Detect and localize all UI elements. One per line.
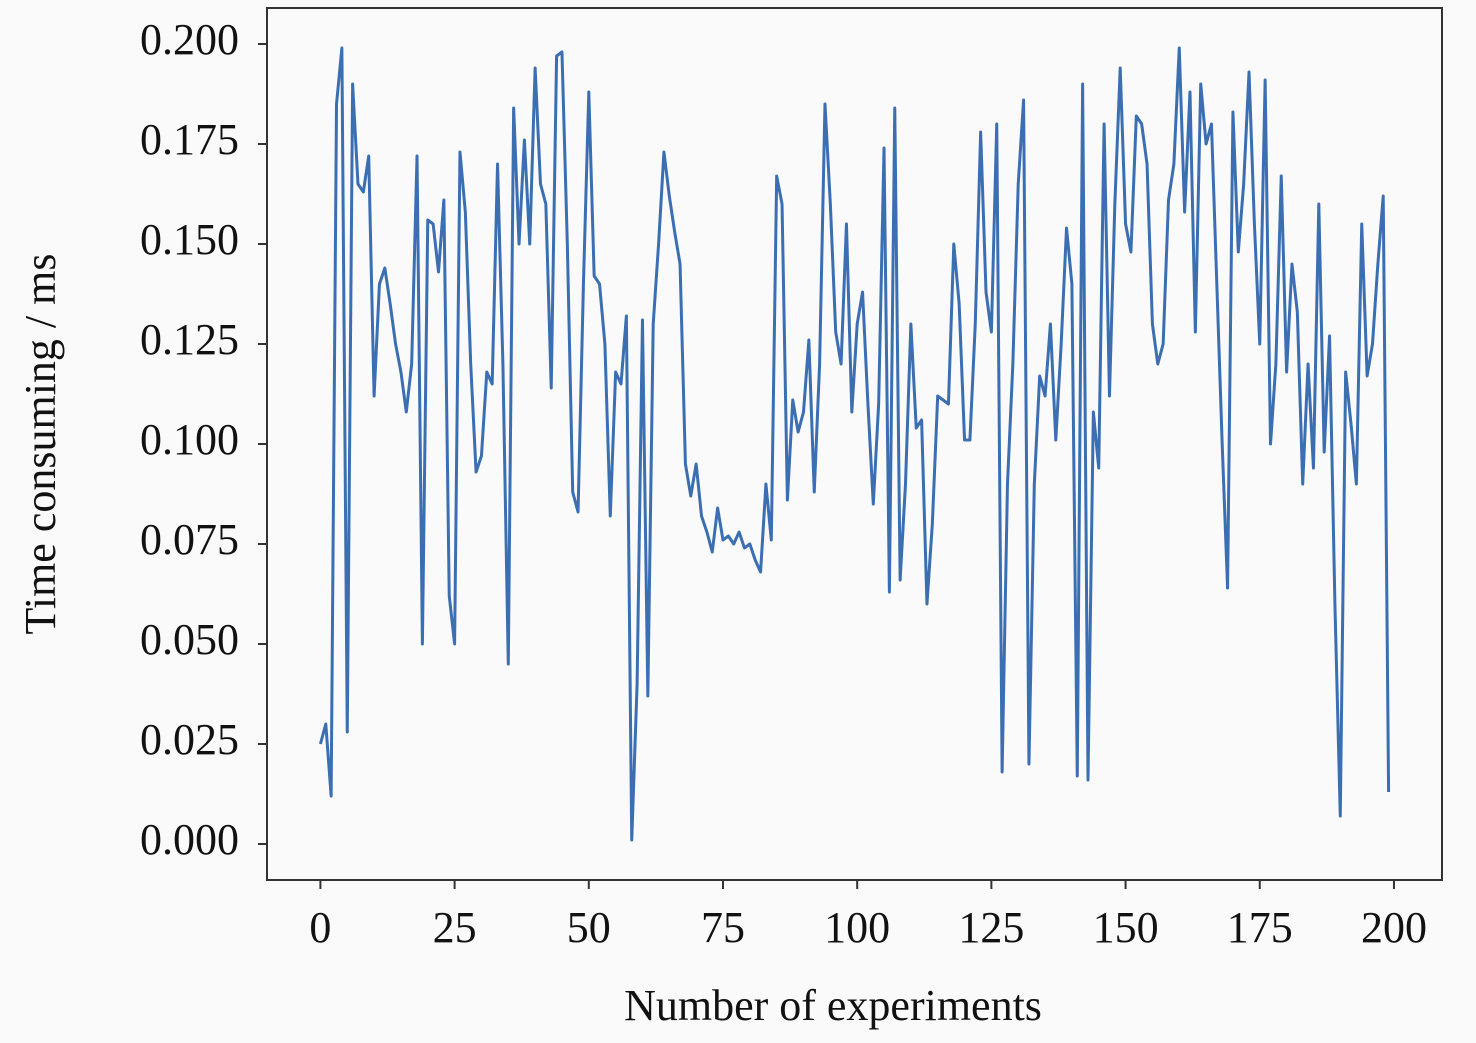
x-tick-label: 75 [701,903,745,952]
y-tick-label: 0.175 [140,115,239,164]
y-tick-label: 0.075 [140,515,239,564]
y-tick-label: 0.200 [140,15,239,64]
x-axis-label: Number of experiments [624,981,1042,1030]
x-tick-label: 200 [1361,903,1427,952]
x-tick-label: 25 [433,903,477,952]
y-tick-label: 0.125 [140,315,239,364]
y-axis-label: Time consuming / ms [16,254,65,635]
x-tick-label: 150 [1093,903,1159,952]
x-tick-label: 175 [1227,903,1293,952]
x-tick-label: 50 [567,903,611,952]
y-tick-label: 0.050 [140,615,239,664]
y-tick-label: 0.100 [140,415,239,464]
y-tick-label: 0.025 [140,715,239,764]
x-tick-label: 125 [958,903,1024,952]
x-tick-label: 0 [309,903,331,952]
y-tick-label: 0.150 [140,215,239,264]
x-tick-label: 100 [824,903,890,952]
y-tick-label: 0.000 [140,815,239,864]
data-line [318,46,1391,842]
